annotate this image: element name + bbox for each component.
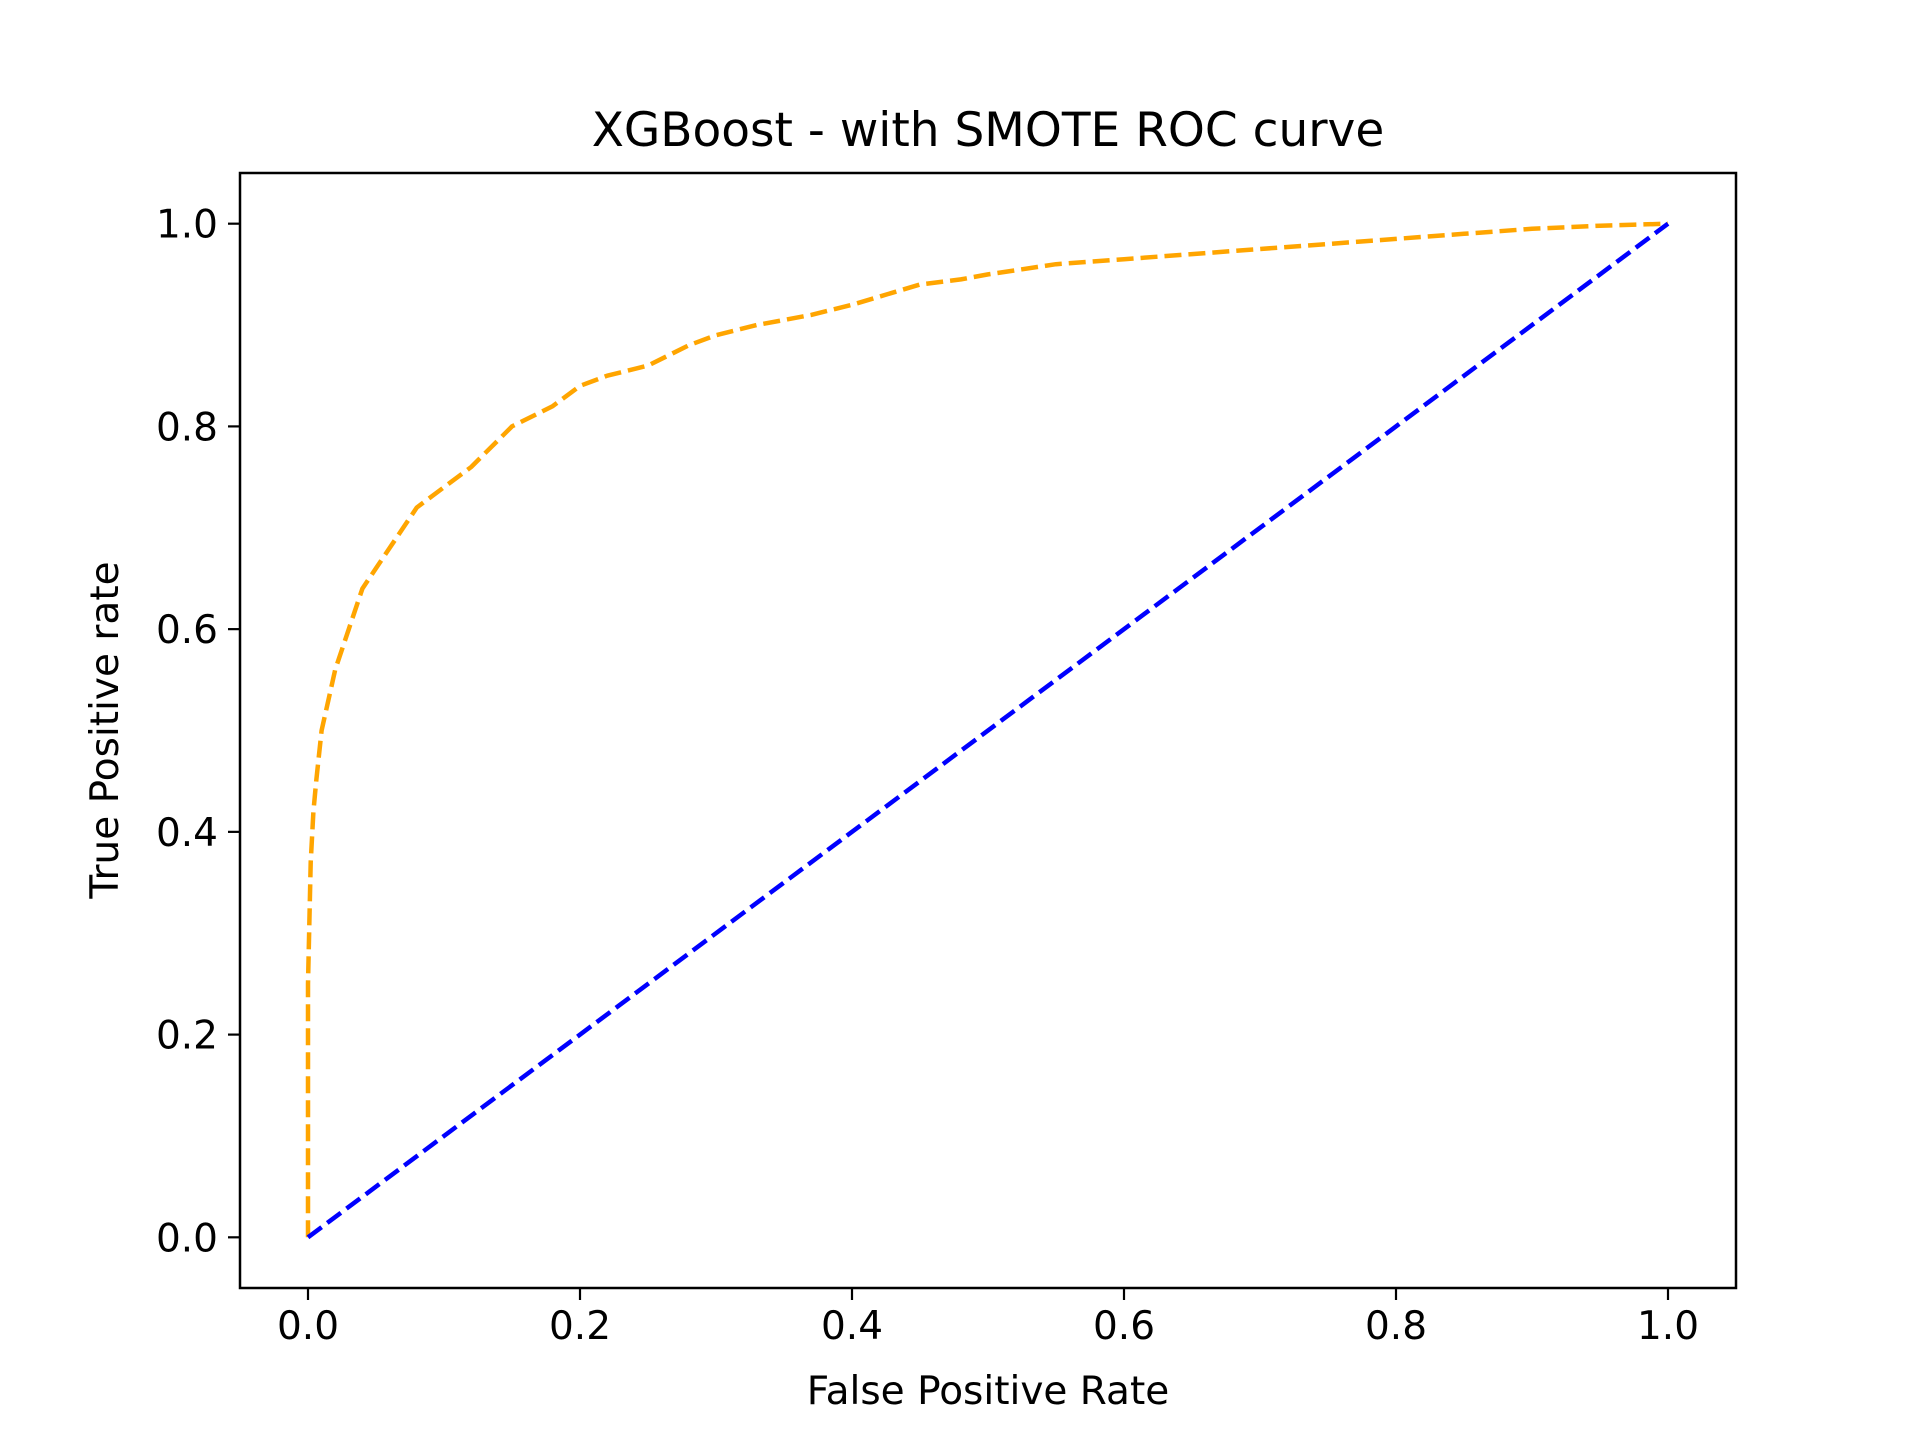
- y-tick-label: 0.6: [156, 608, 218, 653]
- diagonal-reference-line: [306, 221, 1670, 1240]
- y-tick-label: 0.0: [156, 1216, 218, 1261]
- x-tick-label: 1.0: [1637, 1304, 1699, 1349]
- plot-lines: [305, 221, 1670, 1240]
- x-tick-label: 0.8: [1365, 1304, 1427, 1349]
- plot-area-frame: [238, 171, 1738, 1290]
- y-tick-label: 1.0: [156, 203, 218, 248]
- x-tick-label: 0.6: [1093, 1304, 1155, 1349]
- y-tick-label: 0.4: [156, 811, 218, 856]
- x-tick-label: 0.2: [549, 1304, 611, 1349]
- y-axis-label: True Positive rate: [83, 561, 128, 899]
- x-axis: 0.0 0.2 0.4 0.6 0.8 1.0: [277, 1288, 1699, 1349]
- roc-curve-line: [305, 221, 1669, 1238]
- x-tick-label: 0.4: [821, 1304, 883, 1349]
- y-tick-label: 0.2: [156, 1014, 218, 1059]
- y-axis: 0.0 0.2 0.4 0.6 0.8 1.0: [156, 203, 240, 1261]
- x-tick-label: 0.0: [277, 1304, 339, 1349]
- y-tick-label: 0.8: [156, 405, 218, 450]
- x-axis-label: False Positive Rate: [807, 1369, 1169, 1414]
- chart-title: XGBoost - with SMOTE ROC curve: [592, 103, 1385, 158]
